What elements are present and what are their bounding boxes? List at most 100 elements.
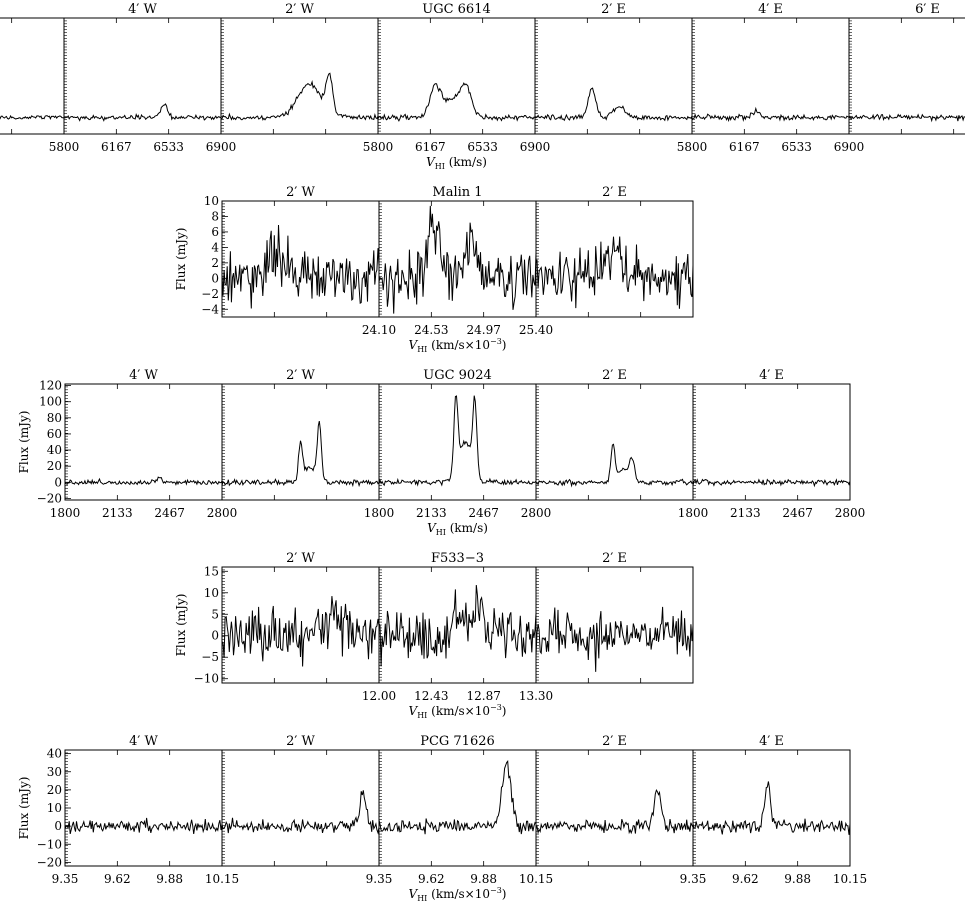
x-tick-label: 6167 [729,140,760,154]
chart-row-3: 15 10 5 0 −5 −10 Flux (mJy) 2′ W F533−3 12.00 12.4… [174,551,694,720]
panel-title: 4′ W [128,2,157,17]
chart-row-4: 40 30 20 10 0 −10 −20 Flux (mJy) 4′ W 9.35 9.62 9.8… [17,734,867,901]
x-tick-label: 1800 [50,506,81,520]
panel-title: 2′ E [602,368,627,383]
x-tick-label: 9.35 [680,872,707,886]
y-tick-label: 10 [47,801,62,815]
x-tick-label: 12.00 [362,689,396,703]
x-tick-label: 9.62 [104,872,131,886]
spectrum-line [378,584,537,667]
spectrum-line [534,87,693,122]
y-tick-label: 4 [211,240,219,254]
spectrum-line [220,72,379,121]
spectrum-line [377,82,536,122]
y-tick-label: 60 [47,427,62,441]
chart-row-1: 108 64 20 −2−4 Flux (mJy) 2′ W Malin 1 24.10 24.… [174,185,694,354]
x-tick-label: 5800 [363,140,394,154]
y-tick-label: 6 [211,225,219,239]
x-tick-label: 9.62 [732,872,759,886]
panel-2-2: UGC 9024 1800 2133 2467 2800 [364,368,552,520]
y-tick-label: −20 [37,491,62,505]
x-axis-label: VHI (km/s×10−3) [409,886,507,901]
panel-0-3: UGC 6614 5800 6167 6533 6900 [363,2,551,154]
x-tick-label: 12.87 [466,689,500,703]
panel-4-1: 2′ W [221,734,380,867]
panel-title: 4′ E [759,734,784,749]
y-axis-label: Flux (mJy) [174,594,188,657]
y-tick-label: 10 [204,194,219,208]
x-tick-label: 10.15 [205,872,239,886]
x-tick-label: 2467 [154,506,185,520]
panel-title: 2′ E [601,2,626,17]
x-tick-label: 6533 [467,140,498,154]
y-tick-label: 20 [47,783,62,797]
y-tick-label: 40 [47,443,62,457]
panel-title: 4′ W [129,734,158,749]
y-tick-label: 5 [211,607,219,621]
x-tick-label: 5800 [49,140,80,154]
spectrum-line [378,760,537,835]
y-tick-label: 0 [211,271,219,285]
y-tick-label: 0 [54,475,62,489]
y-tick-label: 8 [211,209,219,223]
panel-frame [378,749,537,867]
y-tick-label: 40 [47,747,62,761]
y-tick-label: −5 [201,650,219,664]
spectrum-line [221,790,380,835]
panel-title: 4′ E [759,368,784,383]
spectrum-line [378,205,537,314]
panel-0-1: 4′ W 5800 6167 6533 6900 [49,2,237,154]
spectrum-line [692,478,851,488]
x-tick-label: 6167 [415,140,446,154]
panel-title: 2′ W [286,734,315,749]
y-tick-label: 2 [211,256,219,270]
spectrum-line [535,236,694,309]
chart-row-2: 120 100 80 60 40 20 0 −20 Flux (mJy) 4′ W 1800 2133… [17,368,865,537]
panel-0-4: 2′ E [534,2,693,135]
y-tick-label: 0 [54,819,62,833]
panel-title: F533−3 [431,551,484,566]
x-tick-label: 2800 [207,506,238,520]
x-tick-label: 6900 [834,140,865,154]
x-tick-label: 9.88 [784,872,811,886]
panel-title: 2′ W [286,185,315,200]
y-tick-label: −2 [201,287,219,301]
y-axis-label: Flux (mJy) [17,777,31,840]
y-tick-label: −10 [37,837,62,851]
x-axis-label: VHI (km/s) [426,155,487,171]
x-tick-label: 24.10 [362,323,396,337]
panel-frame [535,566,694,684]
panel-0-5: 4′ E 5800 6167 6533 6900 [677,2,865,154]
panel-4-4: 4′ E 9.35 9.62 9.88 10.15 [680,734,868,886]
x-tick-label: 2800 [835,506,866,520]
panel-4-3: 2′ E [535,734,694,867]
x-tick-label: 12.43 [414,689,448,703]
panel-3-2: 2′ E [535,551,694,684]
y-tick-label: −20 [37,855,62,869]
spectrum-line [691,106,850,123]
panel-title: 2′ E [602,734,627,749]
y-tick-label: 0 [211,629,219,643]
y-tick-label: −4 [201,302,219,316]
panel-frame [221,749,380,867]
panel-frame [534,17,693,135]
panel-title: Malin 1 [432,185,482,200]
panel-title: PCG 71626 [420,734,495,749]
panel-frame [221,200,380,318]
x-tick-label: 9.35 [366,872,393,886]
x-tick-label: 2467 [468,506,499,520]
spectrum-line [692,781,851,835]
panel-2-3: 2′ E [535,368,694,501]
x-axis-label: VHI (km/s×10−3) [409,337,507,354]
panel-1-1: Malin 1 24.10 24.53 24.97 25.40 [362,185,553,337]
y-tick-label: 100 [39,395,62,409]
x-tick-label: 6533 [781,140,812,154]
spectrum-line [221,596,380,667]
spectrum-line [535,443,694,488]
x-tick-label: 2133 [102,506,133,520]
panel-0-0 [0,17,65,135]
x-tick-label: 13.30 [519,689,553,703]
y-axis-label: Flux (mJy) [174,228,188,291]
spectrum-line [0,114,65,120]
y-tick-label: −10 [194,672,219,686]
